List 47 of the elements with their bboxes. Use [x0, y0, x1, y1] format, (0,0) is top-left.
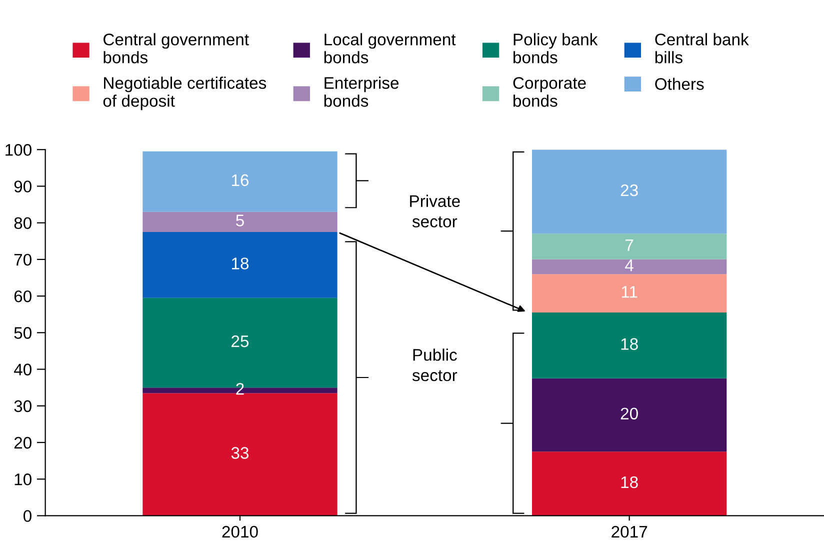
data-label: 4 [625, 260, 634, 272]
data-label: 7 [626, 239, 634, 251]
legend-label: Negotiable certificates of deposit [103, 76, 266, 110]
legend-label: Corporate bonds [513, 77, 586, 107]
data-label: 18 [621, 338, 638, 350]
y-tick-label: 40 [14, 364, 32, 376]
bar [532, 312, 727, 378]
bar [142, 232, 338, 298]
y-tick-label: 30 [14, 400, 32, 412]
y-tick-label: 90 [14, 180, 32, 192]
annotation: Private sector [410, 194, 460, 228]
data-label: 20 [620, 408, 638, 420]
data-label: 25 [232, 335, 249, 348]
y-tick-label: 100 [6, 144, 32, 156]
data-label: 2 [236, 382, 244, 395]
bar [142, 393, 338, 516]
bar [532, 150, 727, 234]
y-tick-label: 20 [14, 436, 32, 449]
legend-label: Central bank bills [655, 33, 749, 64]
bar [532, 378, 727, 452]
bar [532, 259, 727, 274]
y-tick-label: 80 [14, 217, 32, 230]
bar [142, 212, 338, 232]
y-tick-label: 60 [14, 290, 32, 302]
data-label: 5 [236, 214, 244, 226]
data-label: 18 [621, 476, 638, 488]
data-label: 11 [622, 286, 638, 298]
x-tick-label: 2017 [612, 526, 648, 538]
y-tick-label: 10 [14, 474, 32, 486]
legend-label: Enterprise bonds [324, 76, 399, 107]
legend-label: Local government bonds [324, 33, 456, 64]
annotation: Public sector [412, 348, 458, 382]
y-tick-label: 50 [14, 327, 32, 339]
bar [142, 151, 338, 212]
bar [532, 234, 727, 260]
legend-label: Policy bank bonds [514, 33, 598, 64]
y-tick-label: 70 [14, 254, 32, 266]
data-label: 33 [231, 447, 249, 459]
data-label: 23 [620, 184, 638, 196]
y-tick-label: 0 [24, 510, 32, 522]
x-tick-label: 2010 [222, 526, 258, 538]
legend-label: Others [655, 78, 704, 90]
bar [532, 452, 727, 516]
data-label: 16 [232, 174, 249, 186]
data-label: 18 [232, 258, 249, 270]
legend-label: Central government bonds [104, 33, 249, 64]
bar [532, 274, 727, 313]
